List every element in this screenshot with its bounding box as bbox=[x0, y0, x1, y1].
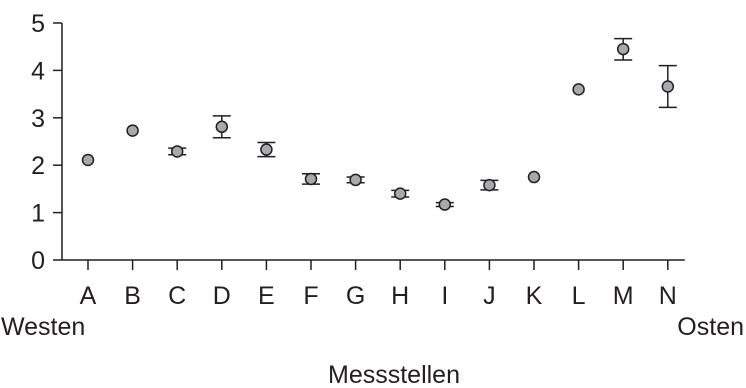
x-tick-label: C bbox=[168, 282, 186, 310]
x-tick-label: A bbox=[80, 282, 97, 310]
direction-label-west: Westen bbox=[1, 313, 85, 341]
data-point bbox=[126, 124, 139, 137]
data-point bbox=[483, 178, 496, 192]
data-point bbox=[393, 187, 407, 200]
y-tick-label: 2 bbox=[31, 152, 45, 180]
x-tick-label: B bbox=[124, 282, 141, 310]
y-tick-label: 1 bbox=[31, 200, 45, 228]
x-tick-label: M bbox=[613, 282, 634, 310]
y-tick-label: 3 bbox=[31, 105, 45, 133]
data-point bbox=[572, 83, 585, 96]
data-marks bbox=[81, 37, 677, 211]
axes: 0 1 2 3 4 5 A B C D E F G H I J K L M N bbox=[31, 10, 685, 310]
x-tick-label: K bbox=[526, 282, 543, 310]
data-point bbox=[215, 120, 229, 134]
x-tick-label: D bbox=[213, 282, 231, 310]
data-point bbox=[438, 198, 452, 211]
x-axis-label: Messstellen bbox=[328, 361, 460, 388]
direction-label-east: Osten bbox=[677, 313, 744, 341]
data-point bbox=[304, 172, 318, 186]
data-point bbox=[661, 80, 675, 93]
data-point bbox=[260, 143, 273, 156]
y-tick-label: 4 bbox=[31, 57, 45, 85]
x-tick-label: N bbox=[659, 282, 677, 310]
data-point bbox=[81, 153, 95, 167]
x-tick-label: F bbox=[303, 282, 318, 310]
x-tick-label: G bbox=[346, 282, 365, 310]
x-tick-label: E bbox=[258, 282, 275, 310]
data-point bbox=[170, 145, 184, 158]
x-tick-label: H bbox=[391, 282, 409, 310]
data-point bbox=[349, 173, 362, 187]
data-point bbox=[527, 170, 541, 184]
x-tick-label: I bbox=[441, 282, 448, 310]
y-tick-label: 0 bbox=[31, 247, 45, 275]
x-tick-label: L bbox=[572, 282, 586, 310]
y-tick-label: 5 bbox=[31, 10, 45, 38]
x-tick-label: J bbox=[483, 282, 496, 310]
data-point bbox=[616, 42, 630, 56]
